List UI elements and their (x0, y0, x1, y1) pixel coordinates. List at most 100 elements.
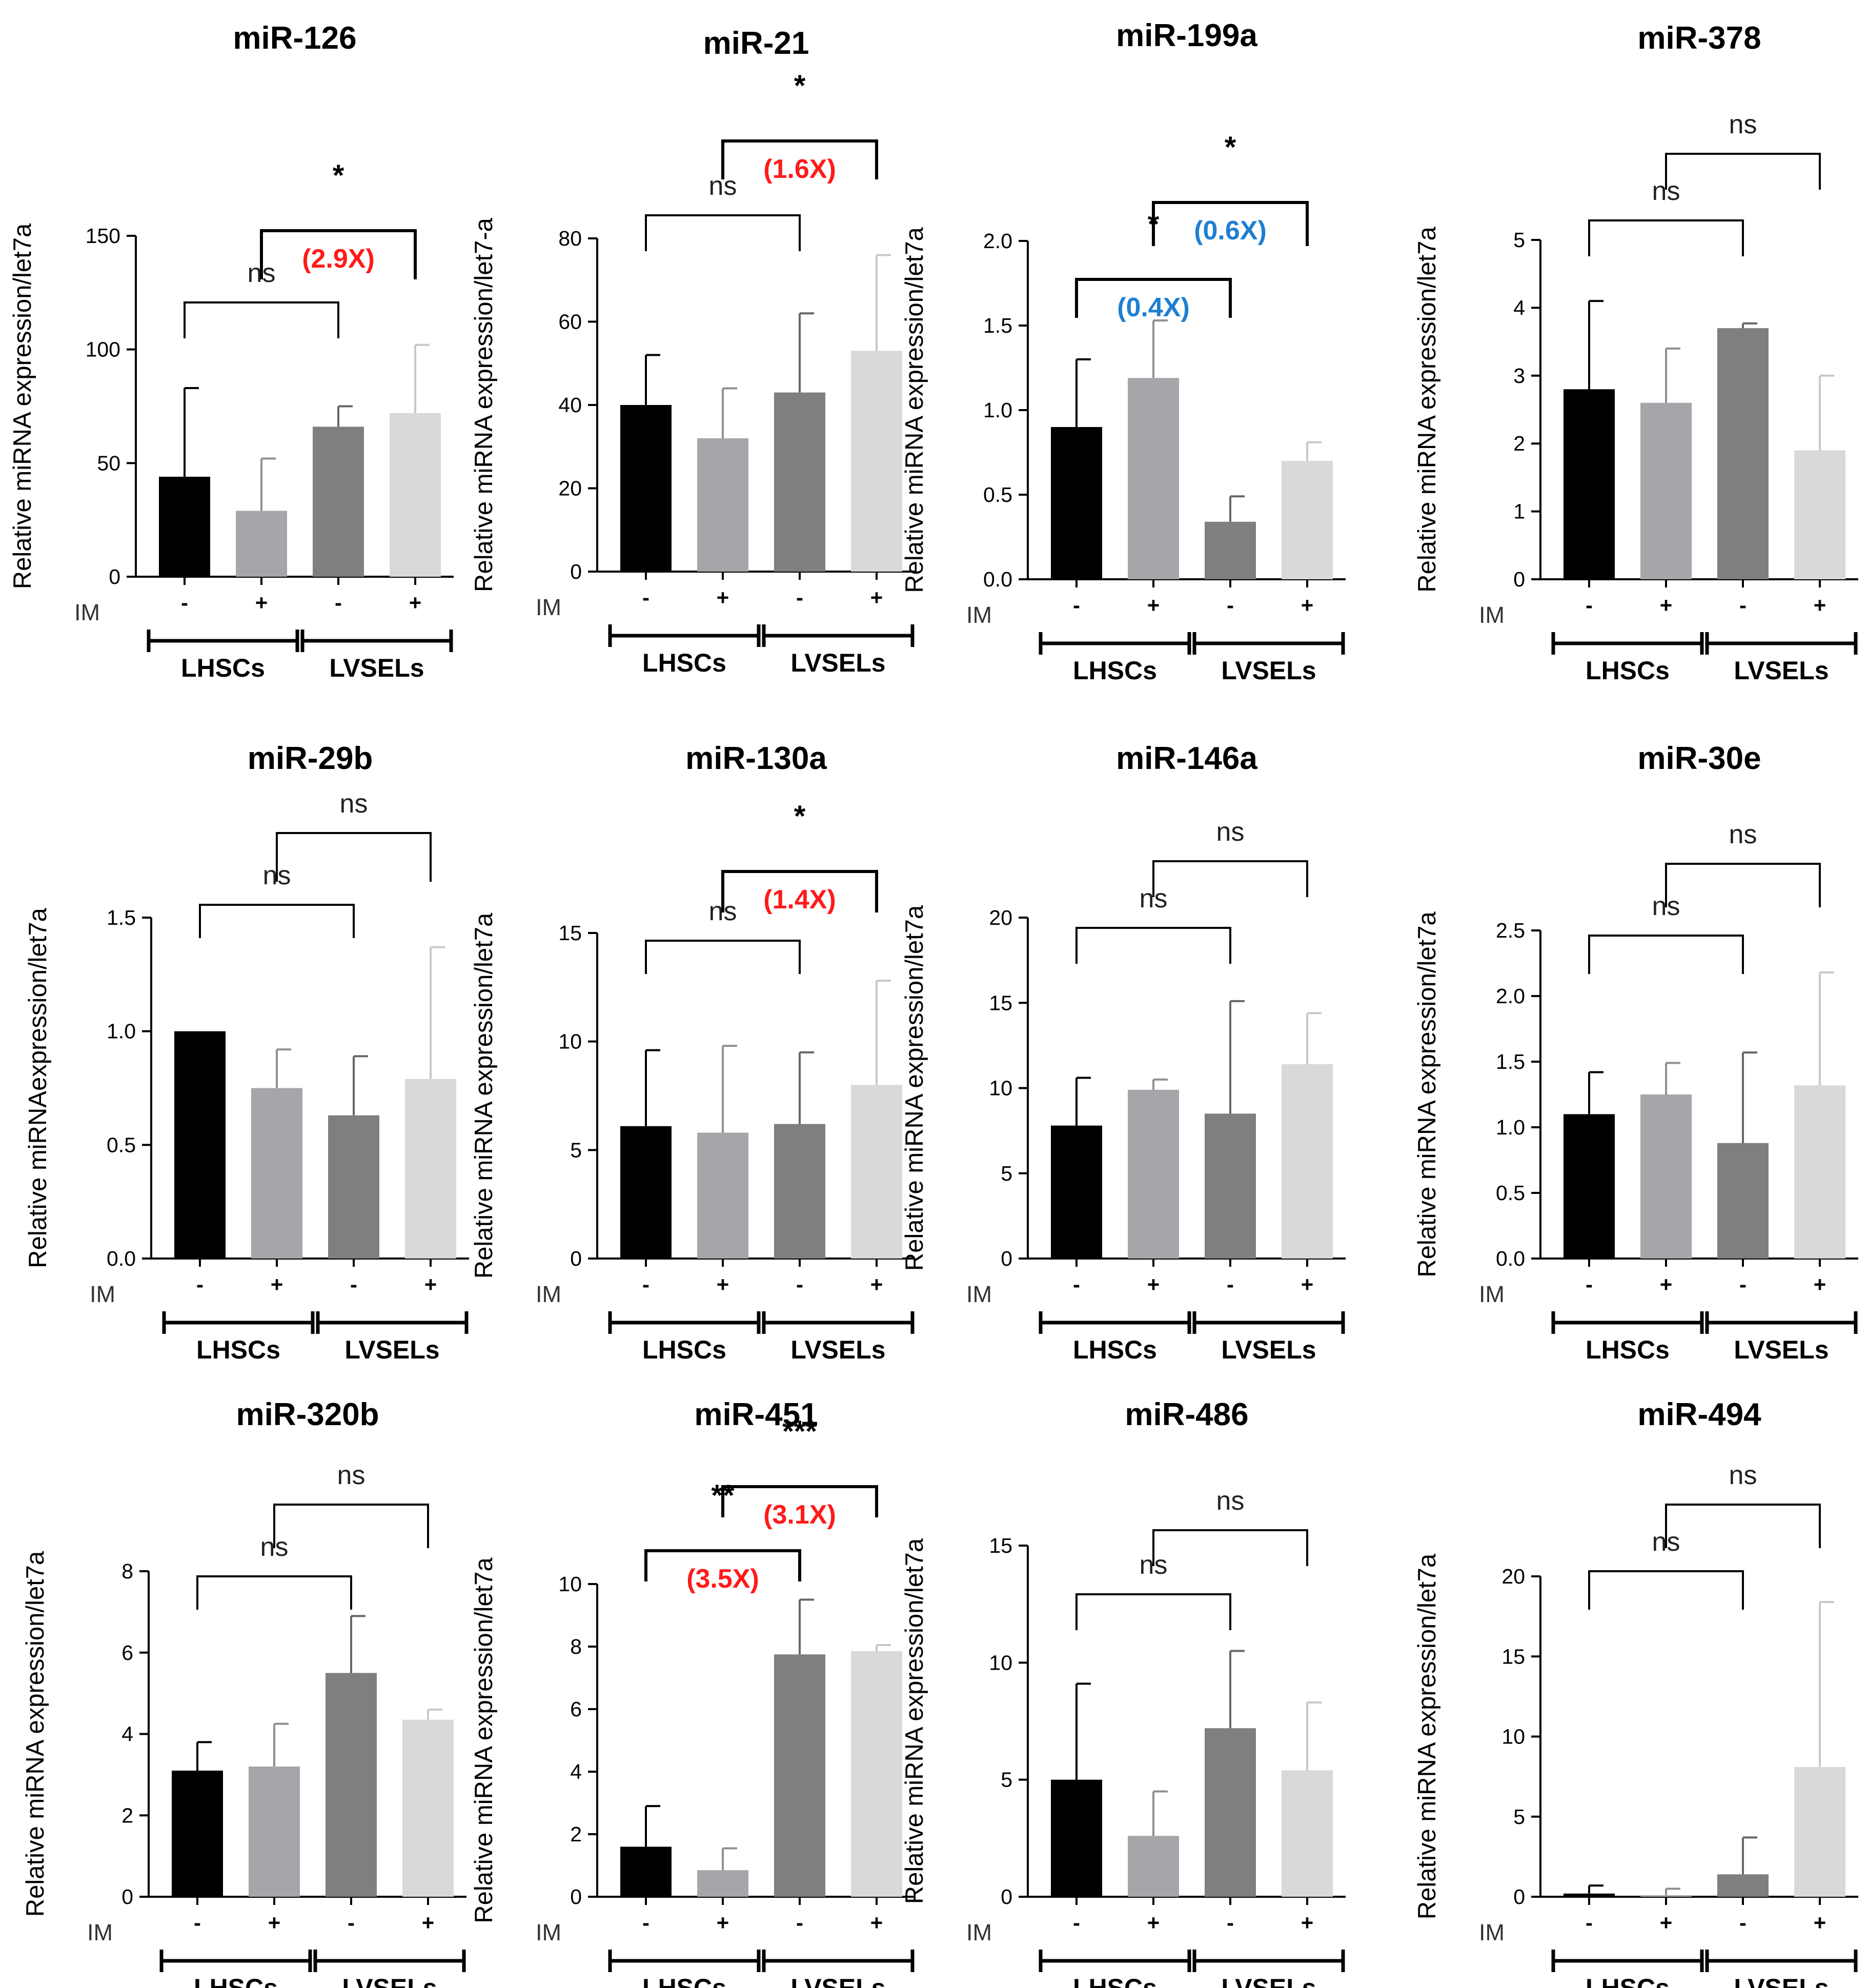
y-tick-label: 0 (570, 1885, 582, 1909)
treatment-sign: + (1814, 1911, 1826, 1935)
bar (697, 438, 748, 572)
comparison-bracket (199, 904, 355, 938)
chart-panel-3: miR-199a Relative miRNA expression/let7a 0… (901, 18, 1346, 685)
comparison-bracket (1075, 1593, 1231, 1630)
significance-label: ns (1216, 817, 1245, 847)
chart-title: miR-378 (1637, 21, 1761, 56)
y-tick-label: 4 (121, 1722, 133, 1746)
bar (313, 427, 364, 577)
comparison-bracket (1588, 935, 1744, 974)
treatment-sign: + (870, 1911, 883, 1935)
treatment-sign: + (409, 591, 422, 615)
comparison-bracket (1665, 863, 1821, 907)
comparison-bracket (721, 870, 878, 912)
im-label: IM (1479, 602, 1505, 628)
comparison-bracket (721, 1485, 878, 1517)
y-tick-label: 0 (121, 1885, 133, 1909)
y-tick-label: 0 (1513, 1885, 1525, 1909)
significance-label: ns (337, 1460, 366, 1490)
bar (1282, 461, 1333, 579)
treatment-sign: + (255, 591, 268, 615)
treatment-sign: + (1147, 593, 1160, 617)
comparison-bracket (721, 139, 878, 179)
y-tick-label: 0 (1001, 1885, 1012, 1909)
treatment-sign: - (1227, 593, 1234, 617)
treatment-sign: + (717, 1911, 729, 1935)
bar (1128, 1089, 1179, 1259)
bar (1640, 1895, 1692, 1897)
chart-panel-4: miR-378 Relative miRNA expression/let7a 0 1… (1413, 21, 1858, 685)
group-label: LVSELs (790, 1974, 885, 1988)
y-tick-label: 5 (1001, 1768, 1012, 1792)
y-tick-label: 0 (570, 1247, 582, 1270)
y-tick-label: 0.0 (107, 1247, 136, 1270)
comparison-bracket (1588, 219, 1744, 256)
treatment-sign: + (870, 1272, 883, 1296)
bar (620, 405, 672, 572)
comparison-bracket (1152, 1529, 1308, 1566)
fold-change-label: (1.4X) (763, 885, 836, 915)
group-label: LVSELs (342, 1974, 437, 1988)
y-axis-label: Relative miRNA expression/let7a (1413, 226, 1441, 592)
im-label: IM (966, 1919, 992, 1945)
y-tick-label: 2 (121, 1803, 133, 1827)
y-tick-label: 0.0 (1496, 1247, 1525, 1270)
bar (402, 1719, 454, 1897)
treatment-sign: - (194, 1911, 201, 1935)
comparison-bracket (1665, 1504, 1821, 1548)
chart-title: miR-451 (694, 1397, 818, 1432)
y-tick-label: 0.0 (983, 567, 1012, 591)
im-label: IM (966, 602, 992, 628)
group-label: LVSELs (1221, 1974, 1316, 1988)
group-label: LHSCs (1586, 656, 1670, 685)
y-tick-label: 10 (1501, 1725, 1525, 1749)
bar (328, 1115, 379, 1259)
y-tick-label: 5 (570, 1138, 582, 1162)
chart-panel-5: miR-29b Relative miRNAexpression/let7a 0.0… (24, 741, 469, 1364)
treatment-sign: - (1586, 593, 1593, 617)
chart-title: miR-146a (1116, 741, 1257, 776)
treatment-sign: + (1660, 1911, 1673, 1935)
y-tick-label: 6 (121, 1641, 133, 1665)
treatment-sign: + (717, 1272, 729, 1296)
y-tick-label: 15 (558, 921, 582, 945)
y-tick-label: 10 (989, 1651, 1012, 1674)
treatment-sign: - (350, 1272, 357, 1296)
comparison-bracket (645, 940, 801, 974)
bar (774, 1654, 825, 1897)
y-tick-label: 0 (1513, 567, 1525, 591)
treatment-sign: + (1301, 593, 1314, 617)
chart-title: miR-486 (1125, 1397, 1248, 1432)
significance-label: * (1225, 131, 1236, 164)
treatment-sign: + (424, 1272, 437, 1296)
treatment-sign: - (1073, 593, 1080, 617)
im-label: IM (536, 1919, 561, 1945)
y-axis-label: Relative miRNA expression/let7-a (470, 217, 498, 592)
fold-change-label: (1.6X) (763, 154, 836, 184)
chart-title: miR-29b (248, 741, 373, 776)
comparison-bracket (276, 832, 432, 882)
treatment-sign: + (268, 1911, 281, 1935)
bar (1051, 1125, 1102, 1259)
bar (1717, 1143, 1769, 1259)
bar (1564, 1893, 1615, 1897)
bar (1205, 521, 1256, 579)
y-tick-label: 5 (1513, 228, 1525, 252)
y-tick-label: 1.0 (1496, 1115, 1525, 1139)
group-label: LHSCs (642, 1335, 726, 1364)
im-label: IM (1479, 1281, 1505, 1307)
bar (326, 1673, 377, 1897)
im-label: IM (966, 1281, 992, 1307)
y-tick-label: 100 (86, 338, 120, 361)
bar (1564, 1114, 1615, 1259)
y-tick-label: 5 (1001, 1162, 1012, 1185)
treatment-sign: - (642, 585, 649, 610)
im-label: IM (87, 1919, 113, 1945)
y-tick-label: 0.5 (1496, 1181, 1525, 1205)
bar (1794, 1767, 1845, 1897)
group-label: LVSELs (1221, 656, 1316, 685)
treatment-sign: - (1739, 1911, 1747, 1935)
chart-title: miR-130a (685, 741, 827, 776)
comparison-bracket (1665, 153, 1821, 190)
im-label: IM (536, 1281, 561, 1307)
